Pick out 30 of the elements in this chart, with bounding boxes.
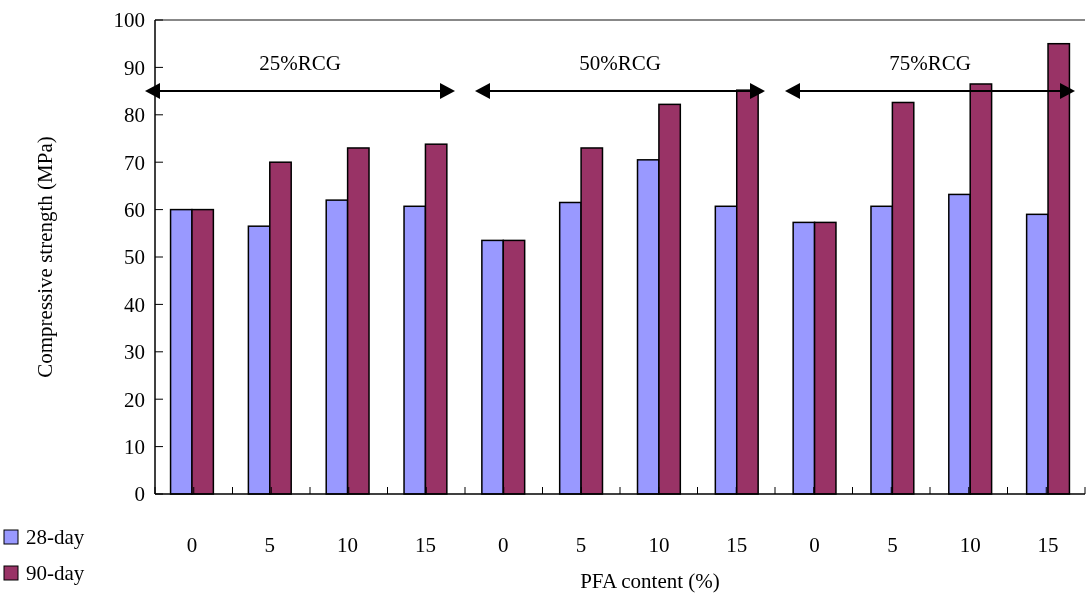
y-tick-label: 80 [124,103,145,128]
y-tick-label: 90 [124,55,145,80]
y-tick-label: 20 [124,387,145,412]
x-tick-label: 15 [414,533,436,557]
legend-label: 90-day [26,561,85,586]
x-tick-label: 10 [959,533,981,557]
x-tick-label: 15 [726,533,748,557]
x-tick-label: 15 [1037,533,1059,557]
annotation: 50%RCG [579,51,661,76]
x-tick-label: 5 [264,533,276,557]
y-tick-label: 50 [124,245,145,270]
y-tick-label: 60 [124,197,145,222]
x-tick-label: 5 [575,533,587,557]
x-tick-label: 0 [809,533,820,557]
x-tick-label: 10 [337,533,359,557]
x-tick-label: 5 [887,533,898,557]
y-tick-label: 40 [124,292,145,317]
annotation: 25%RCG [259,51,341,76]
x-tick-label: 0 [498,533,509,557]
y-tick-label: 30 [124,340,145,365]
x-tick-label: 0 [186,533,198,557]
x-axis-title: PFA content (%) [580,569,720,593]
y-tick-label: 70 [124,150,145,175]
y-axis-title: Compressive strength (MPa) [33,136,57,378]
annotation: 75%RCG [889,51,971,76]
y-tick-label: 10 [124,434,145,459]
y-tick-label: 0 [134,482,145,507]
legend-label: 28-day [26,525,85,550]
y-tick-label: 100 [113,8,145,33]
x-tick-label: 10 [648,533,670,557]
